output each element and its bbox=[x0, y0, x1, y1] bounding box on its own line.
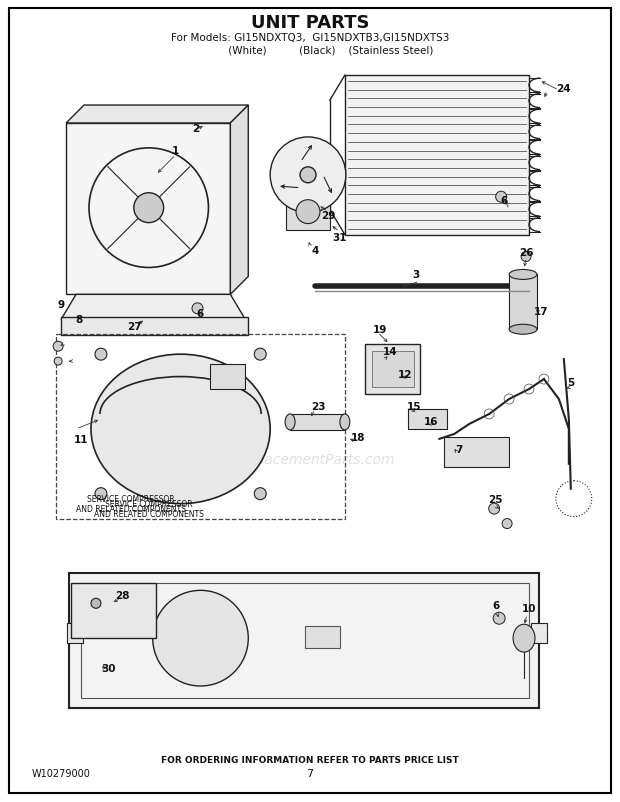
Text: 7: 7 bbox=[456, 444, 463, 454]
Text: W10279000: W10279000 bbox=[31, 768, 90, 778]
Circle shape bbox=[53, 342, 63, 352]
Polygon shape bbox=[66, 106, 248, 124]
Ellipse shape bbox=[513, 625, 535, 652]
FancyArrowPatch shape bbox=[302, 147, 311, 160]
Bar bbox=[290, 415, 345, 431]
Text: SERVICE COMPRESSOR: SERVICE COMPRESSOR bbox=[87, 495, 175, 504]
Text: 10: 10 bbox=[522, 604, 536, 614]
Text: SERVICE COMPRESSOR: SERVICE COMPRESSOR bbox=[105, 500, 193, 508]
Circle shape bbox=[270, 138, 346, 213]
Polygon shape bbox=[66, 124, 231, 295]
FancyArrowPatch shape bbox=[324, 178, 332, 193]
Bar bbox=[81, 584, 529, 698]
Polygon shape bbox=[69, 573, 539, 708]
Polygon shape bbox=[61, 295, 246, 320]
Text: 15: 15 bbox=[407, 402, 422, 411]
Polygon shape bbox=[231, 106, 248, 295]
Ellipse shape bbox=[285, 415, 295, 431]
Bar bbox=[56, 334, 345, 519]
Circle shape bbox=[95, 488, 107, 500]
Circle shape bbox=[502, 519, 512, 529]
Text: AND RELATED COMPONENTS: AND RELATED COMPONENTS bbox=[76, 504, 186, 513]
Bar bbox=[365, 345, 420, 395]
Text: 16: 16 bbox=[424, 416, 439, 427]
Ellipse shape bbox=[340, 415, 350, 431]
Text: 23: 23 bbox=[311, 402, 326, 411]
Text: 2: 2 bbox=[192, 124, 199, 134]
Ellipse shape bbox=[509, 270, 537, 280]
Bar bbox=[210, 365, 246, 390]
Text: 12: 12 bbox=[397, 370, 412, 379]
Text: UNIT PARTS: UNIT PARTS bbox=[250, 14, 370, 32]
Bar bbox=[305, 626, 340, 648]
Text: AND RELATED COMPONENTS: AND RELATED COMPONENTS bbox=[94, 509, 203, 518]
Text: 17: 17 bbox=[534, 307, 548, 317]
Text: eReplacementParts.com: eReplacementParts.com bbox=[225, 452, 395, 466]
Circle shape bbox=[134, 193, 164, 223]
Text: (White)          (Black)    (Stainless Steel): (White) (Black) (Stainless Steel) bbox=[187, 45, 433, 55]
Text: 6: 6 bbox=[197, 309, 204, 319]
Text: 6: 6 bbox=[500, 196, 508, 205]
Text: 25: 25 bbox=[488, 494, 502, 504]
Text: 29: 29 bbox=[321, 210, 335, 221]
Bar bbox=[67, 623, 83, 643]
Text: 31: 31 bbox=[332, 233, 347, 242]
Circle shape bbox=[296, 200, 320, 225]
Bar bbox=[286, 196, 330, 230]
Text: 28: 28 bbox=[115, 590, 130, 601]
Text: 30: 30 bbox=[102, 663, 116, 673]
Text: 6: 6 bbox=[492, 601, 500, 610]
Circle shape bbox=[254, 488, 266, 500]
Text: 18: 18 bbox=[350, 432, 365, 443]
Bar bbox=[61, 318, 248, 336]
Circle shape bbox=[254, 349, 266, 361]
Circle shape bbox=[300, 168, 316, 184]
Text: 26: 26 bbox=[519, 247, 533, 257]
Bar bbox=[345, 76, 529, 235]
Bar bbox=[407, 410, 448, 429]
Bar bbox=[509, 275, 537, 330]
Circle shape bbox=[91, 598, 101, 609]
Circle shape bbox=[153, 590, 248, 687]
Text: FOR ORDERING INFORMATION REFER TO PARTS PRICE LIST: FOR ORDERING INFORMATION REFER TO PARTS … bbox=[161, 755, 459, 764]
Circle shape bbox=[489, 504, 500, 514]
Text: 11: 11 bbox=[74, 435, 88, 444]
Bar bbox=[531, 623, 547, 643]
Circle shape bbox=[495, 192, 507, 203]
Text: 7: 7 bbox=[306, 768, 314, 778]
Bar bbox=[71, 584, 156, 638]
Circle shape bbox=[521, 252, 531, 262]
Text: 19: 19 bbox=[373, 325, 387, 334]
Circle shape bbox=[493, 613, 505, 625]
Ellipse shape bbox=[509, 325, 537, 334]
FancyArrowPatch shape bbox=[281, 186, 298, 189]
Circle shape bbox=[192, 303, 203, 314]
Text: 3: 3 bbox=[412, 270, 419, 280]
Circle shape bbox=[95, 349, 107, 361]
Text: 14: 14 bbox=[383, 346, 397, 357]
Circle shape bbox=[54, 358, 62, 366]
Text: 5: 5 bbox=[567, 378, 575, 387]
Bar bbox=[445, 437, 509, 468]
Ellipse shape bbox=[91, 354, 270, 504]
Text: 8: 8 bbox=[76, 315, 82, 325]
Bar bbox=[372, 352, 414, 387]
Text: 24: 24 bbox=[557, 84, 571, 94]
Text: For Models: GI15NDXTQ3,  GI15NDXTB3,GI15NDXTS3: For Models: GI15NDXTQ3, GI15NDXTB3,GI15N… bbox=[171, 33, 449, 43]
Text: 27: 27 bbox=[128, 322, 142, 332]
Text: 4: 4 bbox=[311, 245, 319, 255]
Text: 9: 9 bbox=[58, 300, 64, 310]
Text: 1: 1 bbox=[172, 146, 179, 156]
